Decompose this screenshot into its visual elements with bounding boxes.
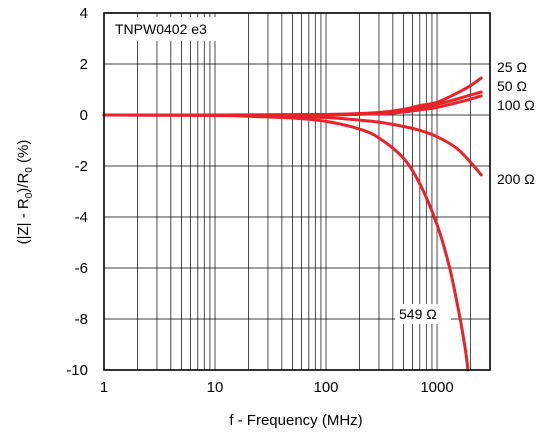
y-axis-title: (|Z| - R0)/R0 (%) [15, 140, 35, 245]
y-tick-labels: 4 2 0 -2 -4 -6 -8 -10 [66, 5, 88, 379]
y-tick-label: 2 [80, 56, 88, 73]
series-line-5 [102, 113, 470, 372]
curve-label-4: 200 Ω [497, 171, 535, 187]
data-curves [102, 76, 483, 372]
y-tick-label: -6 [75, 260, 88, 277]
curve-labels: 25 Ω 50 Ω 100 Ω 200 Ω 549 Ω [395, 59, 535, 324]
plot-frame [103, 12, 491, 371]
x-tick-label: 10 [207, 379, 224, 396]
annotation-label: TNPW0402 e3 [115, 21, 207, 37]
y-tick-label: 0 [80, 107, 88, 124]
curve-label-5: 549 Ω [399, 306, 437, 322]
x-tick-labels: 1 10 100 1000 [100, 379, 454, 396]
y-tick-label: -4 [75, 209, 88, 226]
x-axis-title: f - Frequency (MHz) [229, 412, 362, 429]
y-tick-label: -10 [66, 362, 88, 379]
x-tick-label: 1 [100, 379, 108, 396]
y-tick-label: 4 [80, 5, 88, 22]
curve-label-1: 25 Ω [497, 59, 527, 75]
annotation-background [109, 17, 234, 41]
y-axis-title-mid: )/R [15, 173, 32, 193]
x-tick-label: 1000 [420, 379, 453, 396]
curve-label-3: 100 Ω [497, 97, 535, 113]
y-axis-title-close: (%) [15, 140, 32, 168]
curve-label-background [395, 304, 451, 324]
y-axis-title-open: (|Z| - R [15, 198, 32, 244]
y-tick-label: -2 [75, 158, 88, 175]
y-axis-title-sub-2: 0 [24, 167, 35, 173]
x-tick-label: 100 [313, 379, 338, 396]
curve-label-2: 50 Ω [497, 78, 527, 94]
y-tick-label: -8 [75, 311, 88, 328]
y-axis-title-sub-1: 0 [24, 192, 35, 198]
